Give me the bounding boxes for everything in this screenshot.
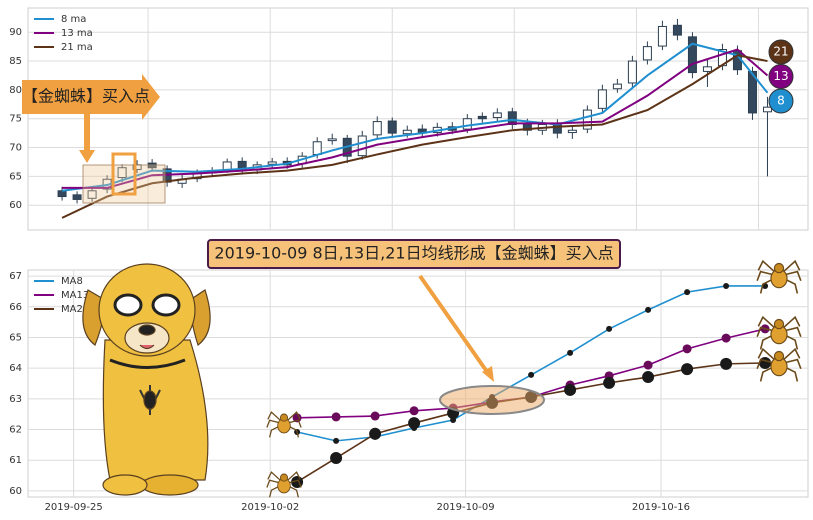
candle-body — [72, 194, 82, 200]
candle-body — [492, 112, 502, 119]
y-tick-label: 65 — [9, 332, 22, 343]
end-label: 13 — [773, 69, 788, 83]
y-tick-label: 61 — [9, 455, 22, 466]
candle-body — [117, 167, 127, 179]
annotation: 【金蜘蛛】买入点 — [22, 87, 150, 106]
point — [292, 413, 302, 423]
candle-body — [612, 83, 622, 90]
candle-body — [597, 89, 607, 109]
y-tick-label: 60 — [9, 200, 22, 211]
candle-body — [687, 36, 697, 74]
legend-label: MA13 — [61, 290, 89, 301]
legend-label: MA8 — [61, 276, 83, 287]
candle-body — [462, 118, 472, 130]
charts: 60 65 70 75 80 85 90 8 13 21 8 ma 13 ma 21 ma 60 61 62 6… — [9, 8, 808, 513]
end-label-badge — [768, 39, 794, 65]
candle-body — [477, 115, 487, 120]
candle-body — [702, 66, 712, 72]
candle-body — [357, 135, 367, 157]
candle-body — [567, 129, 577, 134]
point — [723, 282, 730, 289]
candle-body — [747, 70, 757, 114]
point — [331, 412, 341, 422]
y-tick-label: 62 — [9, 425, 22, 436]
candle-body — [327, 138, 337, 142]
candle-body — [657, 25, 667, 47]
y-tick-label: 85 — [9, 56, 22, 67]
point — [606, 325, 613, 332]
x-tick-label: 2019-10-16 — [632, 502, 690, 513]
ma-line — [61, 54, 768, 219]
ma-line — [62, 48, 769, 189]
x-tick-label: 2019-09-25 — [45, 502, 103, 513]
candle-body — [762, 106, 772, 113]
point — [528, 371, 535, 378]
point — [330, 452, 343, 465]
y-tick-label: 70 — [9, 143, 22, 154]
x-tick-label: 2019-10-02 — [241, 502, 299, 513]
legend-label: 21 ma — [61, 42, 93, 53]
dog-illustration — [82, 263, 211, 496]
legend-label: MA21 — [61, 304, 89, 315]
legend-label: 8 ma — [61, 14, 86, 25]
annotation-arrow — [22, 74, 160, 120]
y-tick-label: 60 — [9, 486, 22, 497]
y-tick-label: 75 — [9, 114, 22, 125]
candle-body — [507, 111, 517, 125]
annotation-pointer — [79, 114, 95, 163]
point — [564, 383, 577, 396]
highlight-ellipse — [439, 385, 545, 415]
candle-body — [147, 162, 157, 169]
title-pointer-head — [482, 366, 494, 382]
candle-body — [87, 190, 97, 199]
highlight-box — [82, 164, 166, 204]
candle-body — [57, 190, 67, 198]
point — [369, 427, 382, 440]
y-tick-label: 80 — [9, 85, 22, 96]
candle-body — [387, 120, 397, 134]
candle-body — [672, 24, 682, 36]
point — [720, 357, 733, 370]
point — [682, 344, 692, 354]
candle-body — [222, 161, 232, 170]
point — [684, 289, 691, 296]
point — [333, 437, 340, 444]
candle-body — [372, 121, 382, 136]
highlight-mark — [111, 152, 137, 196]
candle-body — [627, 60, 637, 84]
point — [643, 360, 653, 370]
candle-body — [402, 129, 412, 135]
point — [645, 306, 652, 313]
legend-label: 13 ma — [61, 28, 93, 39]
y-tick-label: 90 — [9, 27, 22, 38]
y-tick-label: 66 — [9, 302, 22, 313]
point — [642, 371, 655, 384]
x-tick-label: 2019-10-09 — [437, 502, 495, 513]
point — [370, 411, 380, 421]
candle-body — [642, 46, 652, 61]
y-tick-label: 64 — [9, 363, 22, 374]
title-box — [207, 239, 621, 269]
point — [681, 363, 694, 376]
point — [409, 406, 419, 416]
chart-title: 2019-10-09 8日,13日,21日均线形成【金蜘蛛】买入点 — [214, 244, 613, 263]
point — [603, 376, 616, 389]
point — [721, 333, 731, 343]
y-tick-label: 63 — [9, 394, 22, 405]
title-pointer — [418, 274, 492, 378]
candle-body — [267, 161, 277, 165]
y-tick-label: 65 — [9, 171, 22, 182]
end-label: 21 — [773, 45, 788, 59]
point — [408, 417, 421, 430]
ma-line — [61, 42, 769, 192]
candle-body — [312, 141, 322, 155]
point — [759, 356, 772, 369]
y-tick-label: 67 — [9, 271, 22, 282]
end-label: 8 — [777, 94, 785, 108]
point — [567, 349, 574, 356]
candle-body — [582, 109, 592, 130]
